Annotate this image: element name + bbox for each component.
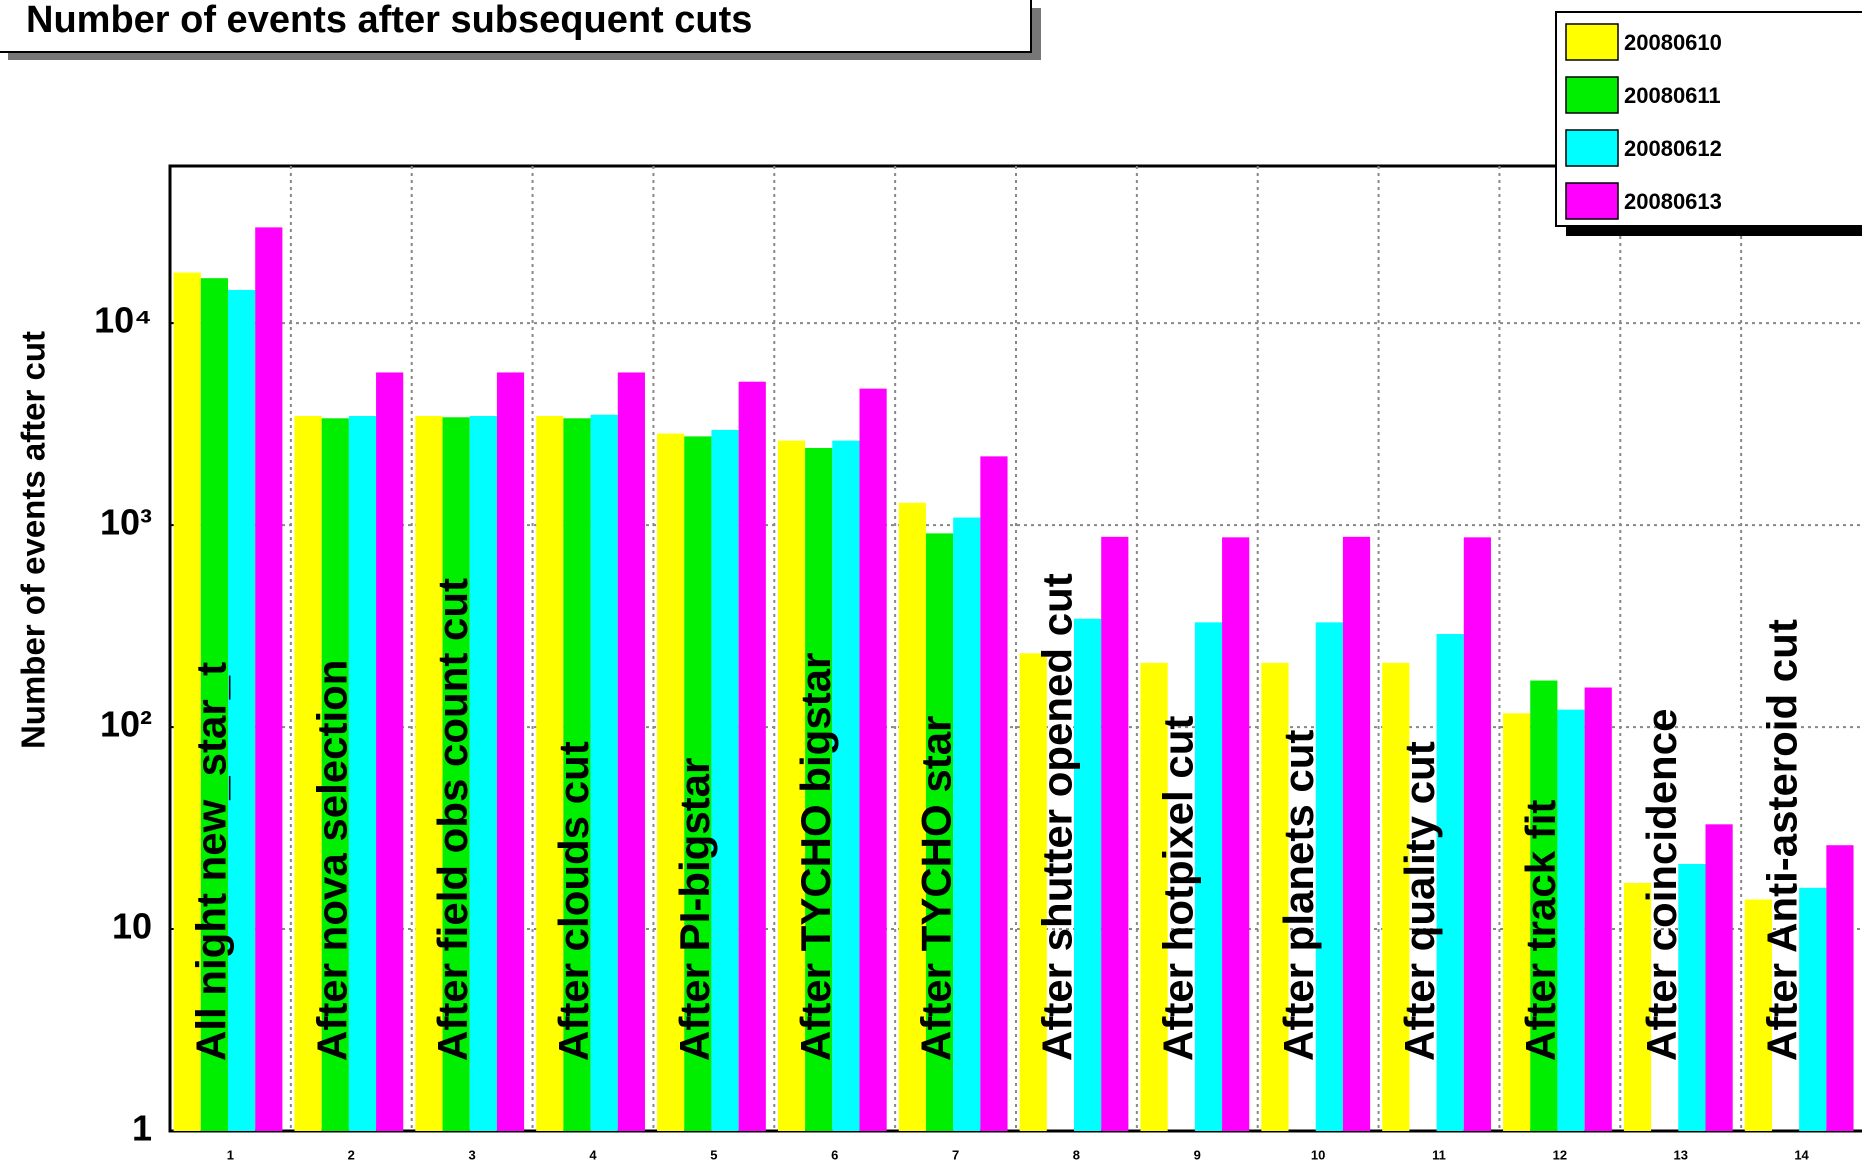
y-tick-label: 10³: [100, 502, 152, 543]
bar: [684, 436, 712, 1132]
y-axis-label: Number of events after cut: [15, 331, 52, 749]
bar: [777, 440, 806, 1131]
x-tick-label: 11: [1432, 1147, 1446, 1162]
bar-label: After hotpixel cut: [1154, 716, 1201, 1061]
bar-label: After TYCHO star: [913, 716, 960, 1061]
bar: [469, 415, 497, 1131]
bar: [1194, 622, 1223, 1131]
x-tick-label: 8: [1073, 1147, 1080, 1162]
bar: [805, 447, 833, 1131]
bar: [1584, 687, 1612, 1131]
bar: [1826, 845, 1854, 1131]
bar: [1503, 713, 1531, 1131]
bar-label: After TYCHO bigstar: [792, 653, 839, 1061]
bar-label: After coincidence: [1638, 709, 1685, 1061]
bar: [832, 440, 860, 1131]
x-tick-label: 13: [1673, 1147, 1687, 1162]
bar: [1744, 899, 1772, 1131]
bar-label: After nova selection: [308, 660, 355, 1061]
legend-label: 20080610: [1624, 30, 1722, 55]
legend-swatch: [1565, 23, 1619, 61]
bar-label: After clouds cut: [550, 741, 597, 1061]
y-tick-label: 10: [112, 906, 152, 947]
bar: [898, 502, 926, 1131]
bar: [536, 415, 564, 1131]
bar: [1530, 680, 1558, 1131]
bar: [1140, 662, 1168, 1131]
legend-swatch: [1565, 129, 1619, 167]
bar: [294, 415, 322, 1131]
legend-swatch: [1565, 182, 1619, 220]
y-tick-label: 10⁴: [94, 300, 152, 341]
y-tick-label: 10²: [100, 704, 152, 745]
bar: [1436, 633, 1464, 1131]
x-tick-label: 3: [469, 1147, 476, 1162]
bar: [859, 388, 887, 1131]
bar: [617, 372, 645, 1131]
bar-label: After planets cut: [1275, 730, 1322, 1061]
bar: [415, 415, 443, 1131]
bar: [348, 415, 377, 1131]
x-tick-label: 2: [348, 1147, 355, 1162]
bar: [1623, 883, 1652, 1131]
bar-label: After track fit: [1517, 800, 1564, 1061]
bar: [953, 517, 981, 1131]
bar-label: After quality cut: [1396, 741, 1443, 1061]
bar: [1261, 662, 1289, 1131]
x-tick-label: 10: [1311, 1147, 1325, 1162]
bar: [925, 533, 954, 1131]
bar: [738, 381, 766, 1131]
bar: [496, 372, 525, 1131]
bar: [563, 418, 591, 1131]
bar: [173, 272, 201, 1131]
bar: [442, 417, 470, 1131]
bar: [1799, 887, 1827, 1131]
bar-label: After Anti-asteroid cut: [1759, 619, 1806, 1061]
bar: [321, 418, 349, 1131]
bar: [1222, 537, 1250, 1131]
bar: [1705, 824, 1733, 1131]
legend-swatch: [1565, 76, 1619, 114]
bar-label: All night new_star_t: [188, 662, 235, 1061]
title-box: [0, 0, 1032, 53]
bar: [1315, 622, 1343, 1131]
bar: [1074, 618, 1102, 1131]
bar: [1101, 536, 1129, 1131]
y-tick-label: 1: [132, 1108, 152, 1149]
bar: [590, 414, 618, 1132]
bar: [376, 372, 404, 1131]
x-tick-label: 12: [1553, 1147, 1567, 1162]
x-tick-label: 5: [710, 1147, 717, 1162]
bar: [1557, 709, 1585, 1131]
x-tick-label: 1: [227, 1147, 234, 1162]
bar: [657, 433, 685, 1131]
legend-label: 20080612: [1624, 136, 1722, 161]
x-tick-label: 9: [1194, 1147, 1201, 1162]
bar: [1678, 863, 1706, 1131]
x-tick-label: 14: [1794, 1147, 1809, 1162]
legend-label: 20080613: [1624, 189, 1722, 214]
bar: [711, 429, 739, 1132]
x-tick-label: 6: [831, 1147, 838, 1162]
bar: [1382, 662, 1410, 1131]
bar: [255, 227, 283, 1131]
bar-label: After field obs count cut: [429, 578, 476, 1061]
chart-title: Number of events after subsequent cuts: [26, 0, 752, 41]
bar-label: After PI-bigstar: [671, 758, 718, 1061]
bar: [200, 278, 229, 1131]
bar: [1019, 653, 1047, 1131]
bar: [980, 456, 1008, 1131]
legend-label: 20080611: [1624, 83, 1721, 108]
x-tick-label: 7: [952, 1147, 959, 1162]
bar: [1342, 536, 1371, 1131]
bar: [1463, 537, 1491, 1131]
bar-label: After shutter opened cut: [1034, 573, 1081, 1061]
x-tick-label: 4: [589, 1147, 597, 1162]
bar: [228, 289, 256, 1131]
